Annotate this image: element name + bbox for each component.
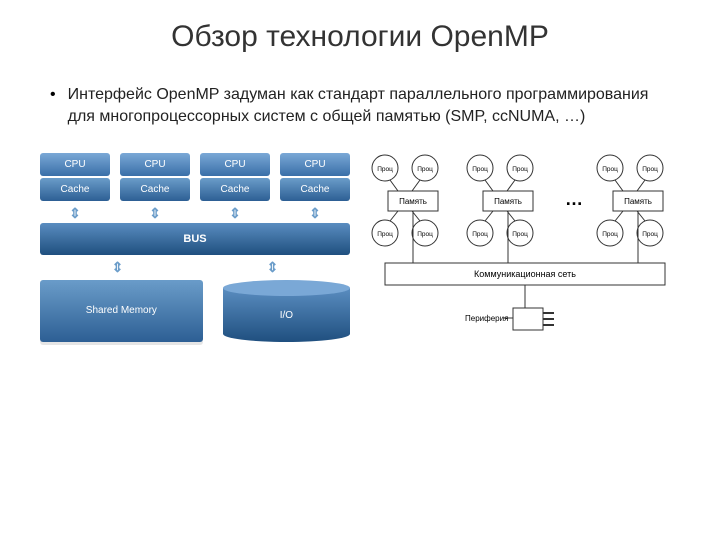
double-arrow-icon: ⇕ [69, 205, 81, 222]
arrow-row: ⇕ ⇕ ⇕ ⇕ [40, 203, 350, 223]
svg-text:Память: Память [624, 197, 652, 206]
shared-memory-box: Shared Memory [40, 280, 203, 342]
cache-box: Cache [40, 178, 110, 201]
io-label: I/O [223, 288, 350, 342]
node-group: Память Проц Проц Проц Проц [467, 155, 533, 263]
cylinder-top-icon [223, 280, 350, 296]
svg-text:Проц: Проц [377, 166, 393, 173]
cpu-box: CPU [200, 153, 270, 176]
svg-text:Проц: Проц [602, 166, 618, 173]
svg-text:Проц: Проц [642, 166, 658, 173]
svg-text:Проц: Проц [512, 231, 528, 238]
memory-label: Память [399, 197, 427, 206]
bottom-row: Shared Memory I/O [40, 280, 350, 342]
double-arrow-icon: ⇕ [229, 205, 241, 222]
io-cylinder: I/O [223, 280, 350, 342]
double-arrow-icon: ⇕ [267, 259, 279, 276]
bus-box: BUS [40, 223, 350, 255]
svg-text:Проц: Проц [642, 231, 658, 238]
double-arrow-icon: ⇕ [149, 205, 161, 222]
svg-text:Проц: Проц [377, 231, 393, 238]
bullet-text: Интерфейс OpenMP задуман как стандарт па… [68, 84, 670, 128]
bullet-marker: • [50, 84, 56, 106]
cpu-block: CPU Cache [280, 153, 350, 201]
cpu-block: CPU Cache [40, 153, 110, 201]
svg-text:Память: Память [494, 197, 522, 206]
cpu-row: CPU Cache CPU Cache CPU Cache CPU Cache [40, 153, 350, 201]
comm-net-label: Коммуникационная сеть [474, 269, 576, 279]
svg-text:Проц: Проц [417, 231, 433, 238]
numa-svg: Память Проц Проц Проц Проц Память [370, 153, 680, 363]
peripheral-label: Периферия [465, 314, 508, 323]
svg-text:Проц: Проц [472, 166, 488, 173]
smp-diagram: CPU Cache CPU Cache CPU Cache CPU Cache … [40, 153, 350, 368]
cpu-box: CPU [40, 153, 110, 176]
numa-diagram: Память Проц Проц Проц Проц Память [370, 153, 680, 368]
ellipsis: … [565, 189, 583, 209]
cpu-box: CPU [280, 153, 350, 176]
cpu-block: CPU Cache [120, 153, 190, 201]
svg-text:Проц: Проц [512, 166, 528, 173]
svg-text:Проц: Проц [417, 166, 433, 173]
diagram-container: CPU Cache CPU Cache CPU Cache CPU Cache … [40, 153, 680, 368]
cache-box: Cache [200, 178, 270, 201]
cpu-block: CPU Cache [200, 153, 270, 201]
bullet-item: • Интерфейс OpenMP задуман как стандарт … [40, 84, 680, 128]
double-arrow-icon: ⇕ [309, 205, 321, 222]
double-arrow-icon: ⇕ [112, 259, 124, 276]
peripheral-box [513, 308, 543, 330]
svg-text:Проц: Проц [472, 231, 488, 238]
node-group: Память Проц Проц Проц Проц [597, 155, 663, 263]
svg-text:Проц: Проц [602, 231, 618, 238]
cache-box: Cache [120, 178, 190, 201]
slide-title: Обзор технологии OpenMP [40, 20, 680, 54]
arrow-row: ⇕ ⇕ [40, 255, 350, 280]
node-group: Память Проц Проц Проц Проц [372, 155, 438, 263]
cpu-box: CPU [120, 153, 190, 176]
cache-box: Cache [280, 178, 350, 201]
